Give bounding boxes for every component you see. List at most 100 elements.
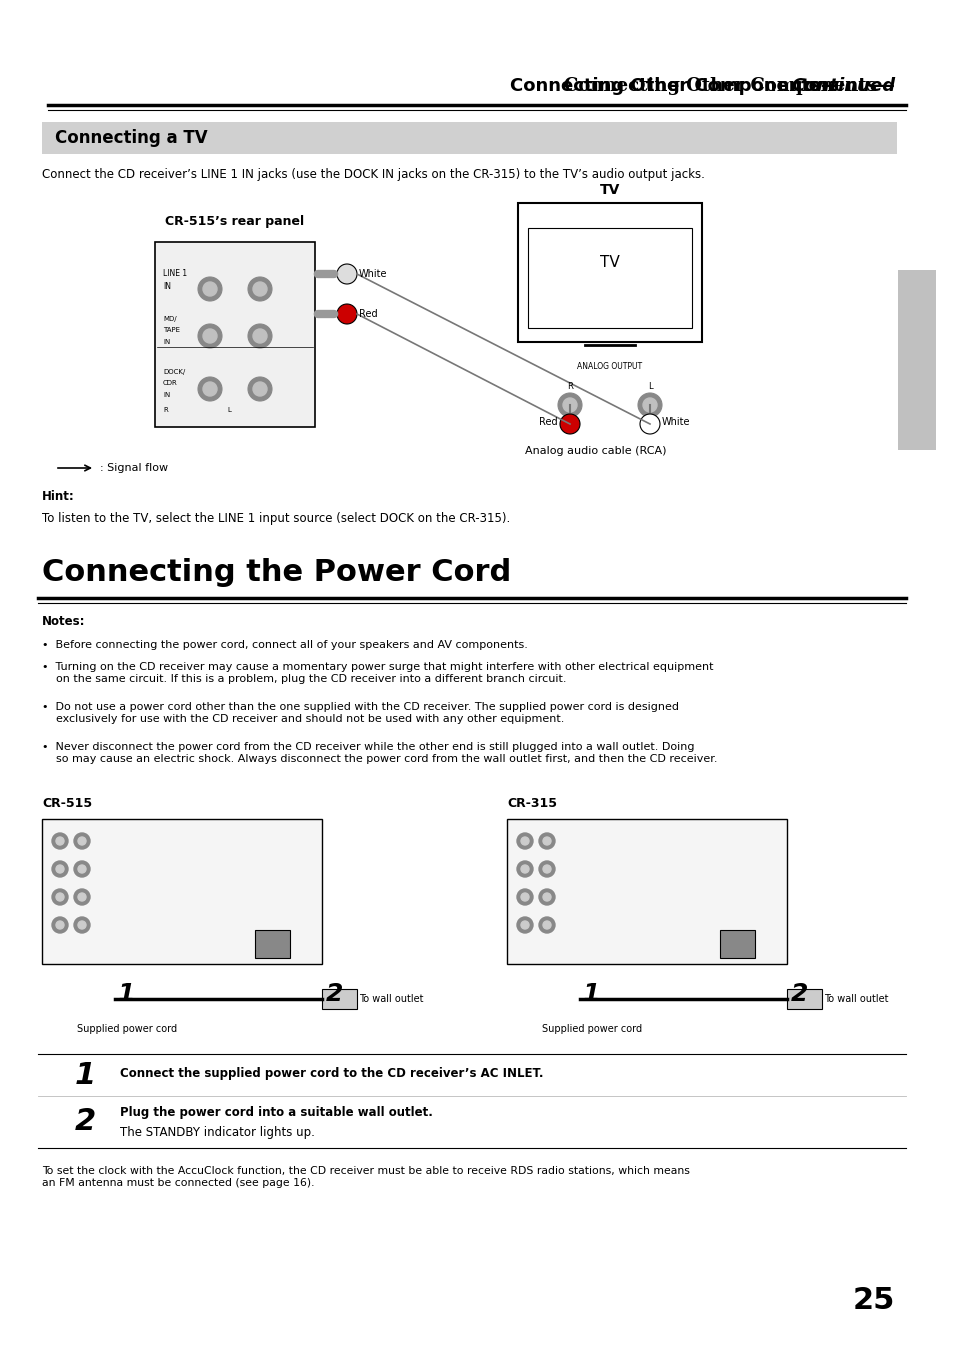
Circle shape bbox=[638, 393, 661, 417]
Text: Red: Red bbox=[538, 417, 558, 427]
Circle shape bbox=[520, 893, 529, 901]
Text: MD/: MD/ bbox=[163, 316, 176, 322]
Bar bbox=[322, 989, 356, 1009]
FancyBboxPatch shape bbox=[517, 203, 701, 342]
Bar bbox=[786, 989, 821, 1009]
Circle shape bbox=[248, 377, 272, 401]
Circle shape bbox=[538, 834, 555, 848]
Circle shape bbox=[559, 413, 579, 434]
Text: Supplied power cord: Supplied power cord bbox=[541, 1024, 641, 1034]
Text: Connect the CD receiver’s LINE 1 IN jacks (use the DOCK IN jacks on the CR-315) : Connect the CD receiver’s LINE 1 IN jack… bbox=[42, 168, 704, 181]
Circle shape bbox=[203, 382, 216, 396]
Text: IN: IN bbox=[163, 339, 170, 345]
Circle shape bbox=[198, 377, 222, 401]
Circle shape bbox=[74, 861, 90, 877]
Text: Plug the power cord into a suitable wall outlet.: Plug the power cord into a suitable wall… bbox=[120, 1106, 433, 1119]
Text: To listen to the TV, select the LINE 1 input source (select DOCK on the CR-315).: To listen to the TV, select the LINE 1 i… bbox=[42, 512, 510, 526]
Circle shape bbox=[74, 834, 90, 848]
Circle shape bbox=[203, 330, 216, 343]
Text: 2: 2 bbox=[74, 1108, 95, 1136]
Text: R: R bbox=[566, 382, 573, 390]
Circle shape bbox=[336, 263, 356, 284]
Text: Connecting Other Components—Continued: Connecting Other Components—Continued bbox=[458, 77, 894, 95]
Circle shape bbox=[517, 889, 533, 905]
Text: •  Never disconnect the power cord from the CD receiver while the other end is s: • Never disconnect the power cord from t… bbox=[42, 742, 717, 763]
Circle shape bbox=[253, 330, 267, 343]
Text: Connecting Other Components—: Connecting Other Components— bbox=[510, 77, 838, 95]
Text: •  Turning on the CD receiver may cause a momentary power surge that might inter: • Turning on the CD receiver may cause a… bbox=[42, 662, 713, 684]
Circle shape bbox=[52, 834, 68, 848]
Text: Connecting Other Components—: Connecting Other Components— bbox=[563, 77, 894, 95]
Text: 25: 25 bbox=[852, 1286, 894, 1315]
Circle shape bbox=[517, 834, 533, 848]
Text: CDR: CDR bbox=[163, 380, 177, 386]
Circle shape bbox=[542, 838, 551, 844]
Circle shape bbox=[78, 921, 86, 929]
Circle shape bbox=[52, 917, 68, 934]
Circle shape bbox=[253, 382, 267, 396]
Text: Continued: Continued bbox=[790, 77, 894, 95]
Circle shape bbox=[336, 304, 356, 324]
Text: To wall outlet: To wall outlet bbox=[823, 994, 887, 1004]
Circle shape bbox=[248, 324, 272, 349]
Circle shape bbox=[520, 921, 529, 929]
Circle shape bbox=[538, 889, 555, 905]
Bar bbox=[506, 819, 786, 965]
Text: •  Before connecting the power cord, connect all of your speakers and AV compone: • Before connecting the power cord, conn… bbox=[42, 640, 527, 650]
Circle shape bbox=[520, 865, 529, 873]
Text: Hint:: Hint: bbox=[42, 490, 74, 503]
Circle shape bbox=[562, 399, 577, 412]
Text: White: White bbox=[358, 269, 387, 280]
Text: The STANDBY indicator lights up.: The STANDBY indicator lights up. bbox=[120, 1125, 314, 1139]
Circle shape bbox=[74, 917, 90, 934]
Text: LINE 1: LINE 1 bbox=[163, 269, 187, 278]
Text: 1: 1 bbox=[74, 1061, 95, 1089]
Text: : Signal flow: : Signal flow bbox=[100, 463, 168, 473]
Text: CR-315: CR-315 bbox=[506, 797, 557, 811]
Bar bbox=[154, 242, 314, 427]
Circle shape bbox=[78, 838, 86, 844]
Text: Red: Red bbox=[358, 309, 377, 319]
Text: DOCK/: DOCK/ bbox=[163, 369, 185, 376]
Text: TV: TV bbox=[599, 182, 619, 197]
Circle shape bbox=[56, 865, 64, 873]
Text: L: L bbox=[227, 407, 231, 413]
Text: 1: 1 bbox=[118, 982, 135, 1006]
Text: Connecting the Power Cord: Connecting the Power Cord bbox=[42, 558, 511, 586]
Text: TV: TV bbox=[599, 255, 619, 270]
Text: •  Do not use a power cord other than the one supplied with the CD receiver. The: • Do not use a power cord other than the… bbox=[42, 703, 679, 724]
Circle shape bbox=[517, 861, 533, 877]
Circle shape bbox=[56, 921, 64, 929]
Circle shape bbox=[52, 861, 68, 877]
FancyBboxPatch shape bbox=[42, 122, 896, 154]
Text: White: White bbox=[661, 417, 690, 427]
Text: CR-515’s rear panel: CR-515’s rear panel bbox=[165, 215, 304, 228]
Text: To set the clock with the AccuClock function, the CD receiver must be able to re: To set the clock with the AccuClock func… bbox=[42, 1166, 689, 1188]
Circle shape bbox=[52, 889, 68, 905]
Circle shape bbox=[198, 277, 222, 301]
Circle shape bbox=[520, 838, 529, 844]
Circle shape bbox=[639, 413, 659, 434]
Bar bbox=[720, 929, 754, 958]
Text: CR-515: CR-515 bbox=[42, 797, 92, 811]
Circle shape bbox=[542, 921, 551, 929]
Text: L: L bbox=[647, 382, 652, 390]
Circle shape bbox=[56, 893, 64, 901]
Text: IN: IN bbox=[163, 282, 171, 290]
Bar bbox=[897, 270, 935, 450]
Circle shape bbox=[78, 893, 86, 901]
Text: ANALOG OUTPUT: ANALOG OUTPUT bbox=[577, 362, 642, 372]
Circle shape bbox=[642, 399, 657, 412]
Circle shape bbox=[56, 838, 64, 844]
Circle shape bbox=[248, 277, 272, 301]
Text: 2: 2 bbox=[789, 982, 807, 1006]
Text: IN: IN bbox=[163, 392, 170, 399]
Circle shape bbox=[517, 917, 533, 934]
Circle shape bbox=[558, 393, 581, 417]
Circle shape bbox=[538, 861, 555, 877]
Text: Connecting a TV: Connecting a TV bbox=[55, 128, 208, 147]
Circle shape bbox=[542, 893, 551, 901]
Text: R: R bbox=[163, 407, 168, 413]
Bar bbox=[42, 819, 322, 965]
Circle shape bbox=[538, 917, 555, 934]
